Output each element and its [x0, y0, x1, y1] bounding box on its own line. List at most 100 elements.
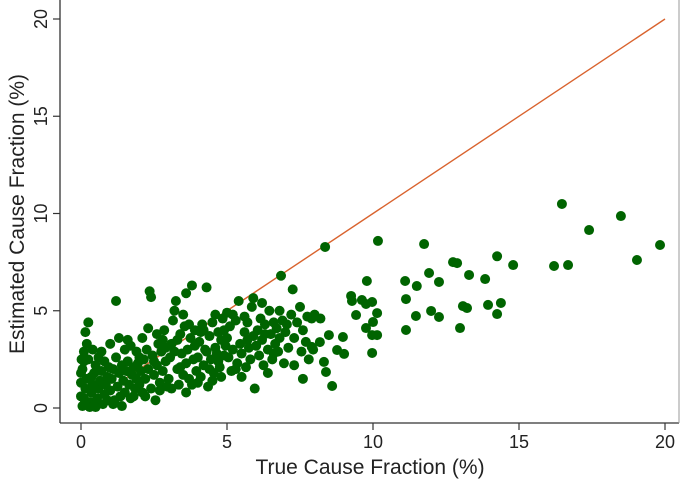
data-point: [246, 301, 257, 312]
data-point: [400, 275, 411, 286]
data-point: [631, 254, 642, 265]
data-point: [181, 288, 192, 299]
data-point: [337, 332, 348, 343]
data-point: [227, 344, 238, 355]
data-point: [297, 373, 308, 384]
data-point: [149, 369, 159, 380]
data-point: [239, 327, 250, 338]
data-point: [351, 310, 362, 321]
data-point: [92, 366, 103, 377]
data-point: [318, 356, 329, 367]
data-point: [149, 356, 159, 367]
data-point: [372, 308, 383, 319]
data-point: [346, 296, 357, 307]
data-point: [178, 309, 189, 320]
data-point: [106, 373, 117, 384]
data-point: [492, 251, 503, 262]
data-point: [230, 364, 241, 375]
data-point: [483, 299, 494, 310]
data-point: [368, 317, 378, 328]
data-point: [111, 352, 122, 363]
data-point: [320, 241, 331, 252]
data-point: [140, 391, 151, 402]
plot-frame: [59, 0, 680, 424]
data-point: [169, 346, 180, 357]
x-tick-label: 20: [655, 432, 675, 452]
data-point: [295, 301, 305, 312]
data-point: [455, 323, 466, 334]
data-point: [223, 352, 234, 363]
data-point: [262, 367, 273, 378]
data-point: [400, 294, 411, 305]
data-point: [433, 311, 444, 322]
data-point: [411, 281, 422, 292]
data-point: [274, 305, 285, 316]
data-point: [105, 338, 116, 349]
y-tick-label: 20: [31, 9, 51, 29]
data-point: [556, 198, 567, 209]
data-point: [315, 313, 326, 324]
data-point: [462, 303, 473, 314]
data-point: [143, 323, 154, 334]
data-point: [410, 311, 421, 322]
data-point: [204, 364, 215, 375]
data-point: [76, 354, 87, 365]
data-point: [278, 358, 289, 369]
x-axis-label: True Cause Fraction (%): [255, 456, 484, 479]
data-point: [185, 332, 196, 343]
data-point: [287, 284, 298, 295]
data-point: [76, 391, 86, 402]
data-point: [258, 360, 269, 371]
y-tick-label: 5: [31, 306, 51, 316]
data-point: [327, 381, 338, 392]
data-point: [78, 346, 89, 357]
data-point: [113, 332, 124, 343]
data-point: [495, 297, 506, 308]
x-tick-label: 10: [363, 432, 383, 452]
data-point: [207, 375, 218, 386]
data-point: [207, 317, 218, 328]
data-point: [372, 235, 383, 246]
x-tick-label: 5: [222, 432, 232, 452]
data-point: [360, 323, 371, 334]
y-tick-label: 15: [31, 106, 51, 126]
data-point: [306, 341, 317, 352]
data-point: [76, 377, 86, 388]
data-point: [184, 319, 195, 330]
data-point: [157, 366, 168, 377]
data-point: [146, 292, 157, 303]
data-point: [264, 305, 275, 316]
data-point: [259, 329, 270, 340]
data-point: [186, 280, 197, 291]
data-point: [292, 317, 303, 328]
data-point: [79, 399, 90, 410]
data-point: [286, 309, 297, 320]
data-point: [492, 309, 503, 320]
data-point: [170, 296, 181, 307]
data-point: [83, 317, 94, 328]
data-point: [167, 315, 178, 326]
data-point: [433, 276, 444, 287]
data-point: [655, 240, 666, 251]
data-point: [76, 367, 86, 378]
data-point: [508, 260, 519, 271]
data-point: [464, 269, 475, 280]
data-point: [584, 225, 595, 236]
data-point: [99, 356, 110, 367]
y-axis-label: Estimated Cause Fraction (%): [6, 74, 29, 354]
data-point: [615, 211, 626, 222]
data-point: [289, 360, 300, 371]
data-point: [367, 347, 378, 358]
data-point: [249, 383, 260, 394]
data-point: [222, 307, 232, 318]
data-point: [157, 334, 168, 345]
data-point: [192, 377, 203, 388]
data-point: [87, 344, 98, 355]
data-point: [80, 327, 91, 338]
data-point: [283, 342, 294, 353]
data-point: [242, 334, 253, 345]
data-point: [271, 323, 282, 334]
data-point: [426, 305, 437, 316]
data-point: [323, 330, 334, 341]
data-point: [289, 332, 300, 343]
